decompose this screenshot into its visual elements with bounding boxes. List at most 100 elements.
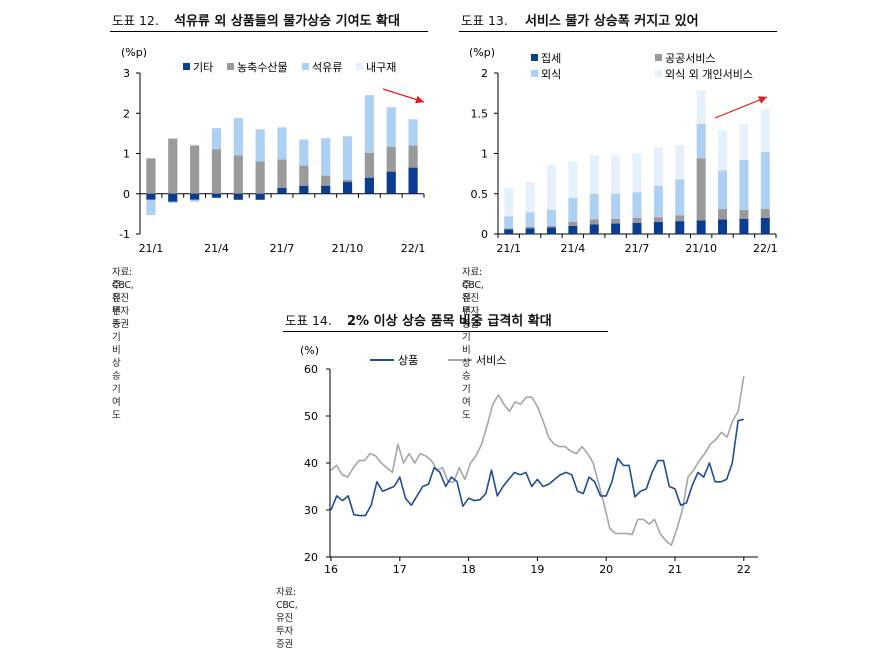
- x-tick-label: 22/1: [753, 242, 778, 255]
- y-axis-unit: (%p): [121, 46, 147, 59]
- figure-13-header: 도표 13. 서비스 물가 상승폭 커지고 있어: [459, 8, 777, 32]
- bar-segment: [632, 192, 642, 218]
- y-tick-label: 50: [304, 410, 318, 423]
- trend-arrow: [714, 96, 768, 119]
- bar-segment: [190, 144, 200, 146]
- bar-segment: [568, 221, 578, 226]
- y-tick-label: 30: [304, 504, 318, 517]
- bar-segment: [718, 130, 728, 171]
- bar-segment: [760, 217, 770, 234]
- legend-swatch: [531, 70, 538, 77]
- y-axis-unit: (%p): [469, 46, 495, 59]
- bar-segment: [718, 209, 728, 220]
- y-tick-label: 0: [123, 188, 130, 201]
- bar-segment: [675, 221, 685, 234]
- y-tick-label: 3: [123, 67, 130, 80]
- bar-segment: [364, 152, 374, 178]
- bar-segment: [386, 171, 396, 194]
- bar-segment: [760, 109, 770, 152]
- bar-segment: [653, 185, 663, 218]
- figure-title: 석유류 외 상품들의 물가상승 기여도 확대: [174, 14, 400, 29]
- bar-segment: [568, 161, 578, 198]
- x-tick-label: 17: [393, 563, 407, 576]
- x-tick-label: 21: [668, 563, 682, 576]
- bar-segment: [190, 193, 200, 200]
- bar-segment: [504, 229, 514, 234]
- bar-segment: [211, 149, 222, 194]
- bar-segment: [696, 123, 706, 159]
- bar-segment: [760, 209, 770, 218]
- legend-swatch: [655, 54, 662, 61]
- bar-segment: [546, 225, 556, 228]
- trend-arrow-head: [415, 95, 424, 104]
- bar-segment: [504, 188, 514, 217]
- figure-number: 도표 12.: [112, 13, 159, 28]
- figure-title: 서비스 물가 상승폭 커지고 있어: [525, 14, 699, 29]
- legend-label: 서비스: [476, 354, 506, 367]
- y-tick-label: 40: [304, 457, 318, 470]
- y-axis-unit: (%): [300, 344, 319, 357]
- legend-label: 외식 외 개인서비스: [665, 68, 753, 81]
- bar-segment: [321, 185, 331, 194]
- bar-segment: [546, 227, 556, 234]
- figure-12-header: 도표 12. 석유류 외 상품들의 물가상승 기여도 확대: [110, 8, 428, 32]
- figure-title: 2% 이상 상승 품목 비중 급격히 확대: [347, 314, 552, 329]
- bar-segment: [675, 215, 685, 222]
- legend-label: 농축수산물: [237, 61, 288, 74]
- bar-segment: [364, 95, 374, 153]
- bar-segment: [190, 145, 200, 194]
- bar-segment: [718, 219, 728, 234]
- bar-segment: [146, 193, 156, 200]
- bar-segment: [525, 212, 535, 227]
- bar-segment: [568, 197, 578, 222]
- bar-segment: [408, 145, 418, 168]
- chart-12-note: 주: 전년동기비 상승 기여도: [112, 280, 124, 421]
- bar-segment: [653, 147, 663, 186]
- x-tick-label: 21/7: [270, 242, 295, 255]
- bar-segment: [589, 219, 599, 225]
- bar-segment: [696, 158, 706, 221]
- x-tick-label: 21/7: [625, 242, 650, 255]
- legend-label: 외식: [541, 68, 561, 81]
- bar-segment: [675, 145, 685, 180]
- bar-segment: [739, 159, 749, 210]
- bar-segment: [255, 129, 265, 162]
- bar-segment: [146, 199, 156, 216]
- bar-segment: [408, 167, 418, 194]
- bar-segment: [653, 217, 663, 222]
- legend-swatch: [531, 54, 538, 61]
- x-tick-label: 18: [462, 563, 476, 576]
- trend-arrow-head: [758, 96, 767, 104]
- bar-segment: [321, 138, 331, 176]
- legend-label: 집세: [541, 52, 561, 65]
- x-tick-label: 21/4: [560, 242, 585, 255]
- x-tick-label: 21/1: [496, 242, 521, 255]
- bar-segment: [255, 161, 265, 194]
- bar-segment: [632, 222, 642, 234]
- y-tick-label: 1.5: [471, 107, 489, 120]
- legend-label: 내구재: [366, 61, 396, 74]
- bar-segment: [364, 177, 374, 194]
- chart-13-source: 자료: CBC, 유진투자증권: [462, 267, 484, 330]
- x-tick-label: 22: [737, 563, 751, 576]
- trend-arrow: [382, 88, 425, 103]
- bar-segment: [299, 139, 309, 166]
- bar-segment: [568, 225, 578, 234]
- bar-segment: [589, 193, 599, 220]
- bar-segment: [386, 107, 396, 147]
- y-tick-label: -1: [119, 228, 130, 241]
- series-line-services: [330, 375, 745, 547]
- bar-segment: [611, 155, 621, 194]
- bar-segment: [233, 155, 243, 194]
- legend-swatch: [183, 63, 190, 70]
- y-tick-label: 2: [481, 67, 488, 80]
- bar-segment: [386, 146, 396, 172]
- x-tick-label: 20: [599, 563, 613, 576]
- x-tick-label: 21/1: [139, 242, 164, 255]
- bar-segment: [342, 136, 353, 180]
- legend-label: 상품: [398, 354, 418, 367]
- bar-segment: [277, 187, 287, 194]
- y-tick-label: 1: [481, 148, 488, 161]
- x-tick-label: 21/10: [685, 242, 717, 255]
